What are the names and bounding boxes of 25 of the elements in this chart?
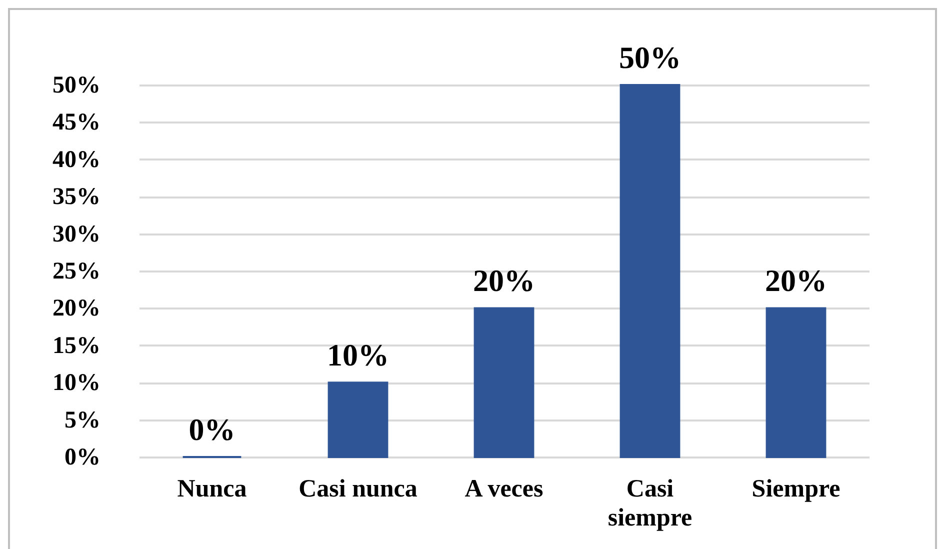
data-label: 20% — [765, 263, 827, 298]
x-tick-label: A veces — [464, 476, 544, 502]
data-label: 10% — [327, 338, 389, 373]
y-tick-label: 45% — [52, 110, 100, 136]
y-tick-label: 40% — [52, 146, 100, 173]
y-tick-label: 20% — [52, 296, 100, 322]
y-tick-label: 10% — [52, 370, 100, 396]
x-tick-label: Casi siempre — [608, 476, 692, 532]
y-tick-label: 0% — [64, 444, 100, 470]
y-tick-label: 25% — [52, 258, 100, 284]
y-tick-label: 30% — [52, 221, 100, 248]
y-tick-label: 35% — [52, 184, 100, 210]
y-tick-label: 15% — [52, 332, 100, 359]
x-tick-label: Nunca — [177, 476, 248, 502]
data-label: 50% — [619, 40, 681, 75]
bar — [328, 382, 388, 458]
data-label: 20% — [473, 263, 535, 298]
x-tick-label: Casi nunca — [298, 476, 418, 502]
y-tick-label: 50% — [52, 72, 100, 98]
bar — [474, 307, 534, 458]
bar — [620, 84, 680, 458]
x-tick-label: Siempre — [752, 476, 840, 502]
bar — [766, 307, 826, 458]
y-tick-label: 5% — [64, 407, 100, 434]
data-label: 0% — [188, 412, 236, 447]
